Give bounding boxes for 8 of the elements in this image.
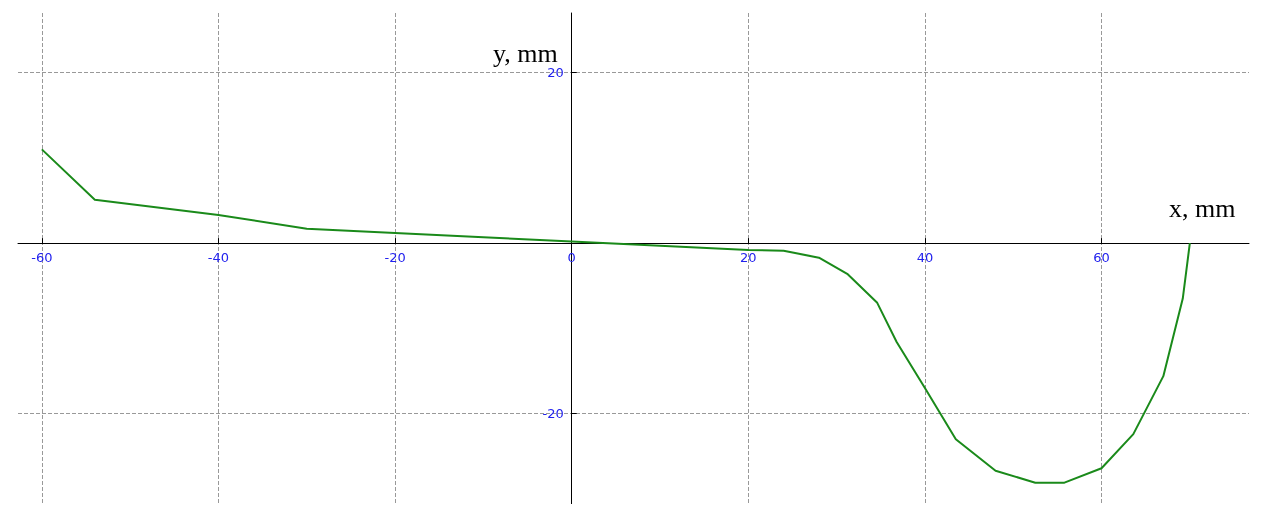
y-axis-title: y, mm <box>492 38 558 68</box>
x-axis-title: x, mm <box>1169 193 1236 223</box>
x-tick-label: 60 <box>1093 250 1110 266</box>
x-tick-label: 20 <box>740 250 757 266</box>
x-tick-label: -60 <box>31 250 53 266</box>
x-tick-label: 40 <box>916 250 934 266</box>
x-tick-label: -20 <box>384 250 406 266</box>
x-tick-label: -40 <box>207 250 230 266</box>
